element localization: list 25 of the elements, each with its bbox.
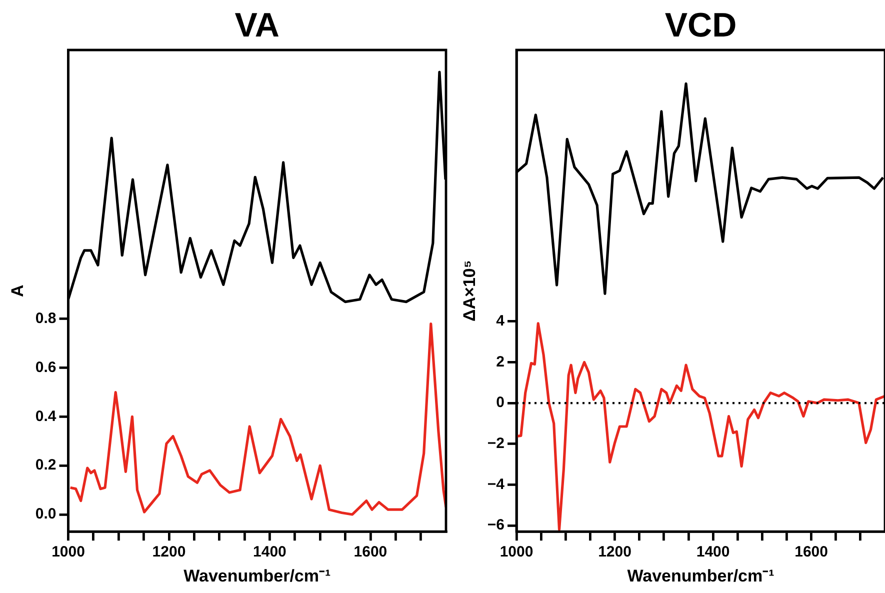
y-tick-label: 2 [496,353,504,370]
y-tick-label: 0.8 [35,310,56,328]
y-tick-label: 0.2 [35,456,56,474]
x-tick-label: 1600 [354,544,388,561]
x-tick-label: 1000 [52,544,85,561]
y-tick-label: 4 [496,312,506,330]
y-axis-title: ΔA×10⁵ [460,260,479,322]
y-tick-label: −2 [487,434,504,452]
y-tick-label: 0.0 [35,506,56,523]
x-tick-label: 1200 [598,544,632,561]
x-tick-label: 1400 [696,544,730,561]
x-tick-label: 1000 [500,544,534,561]
chart-title: VA [234,6,280,44]
y-tick-label: −4 [487,476,506,493]
chart-title: VCD [664,6,737,44]
y-tick-label: −6 [487,516,504,534]
x-tick-label: 1400 [253,544,286,561]
y-tick-label: 0.6 [35,358,56,376]
x-axis-title: Wavenumber/cm⁻¹ [627,566,775,586]
y-tick-label: 0 [496,394,504,412]
x-axis-title: Wavenumber/cm⁻¹ [184,566,331,586]
y-axis-title: A [8,284,27,297]
x-tick-label: 1200 [152,544,186,561]
y-tick-label: 0.4 [35,408,57,425]
x-tick-label: 1600 [794,544,828,561]
